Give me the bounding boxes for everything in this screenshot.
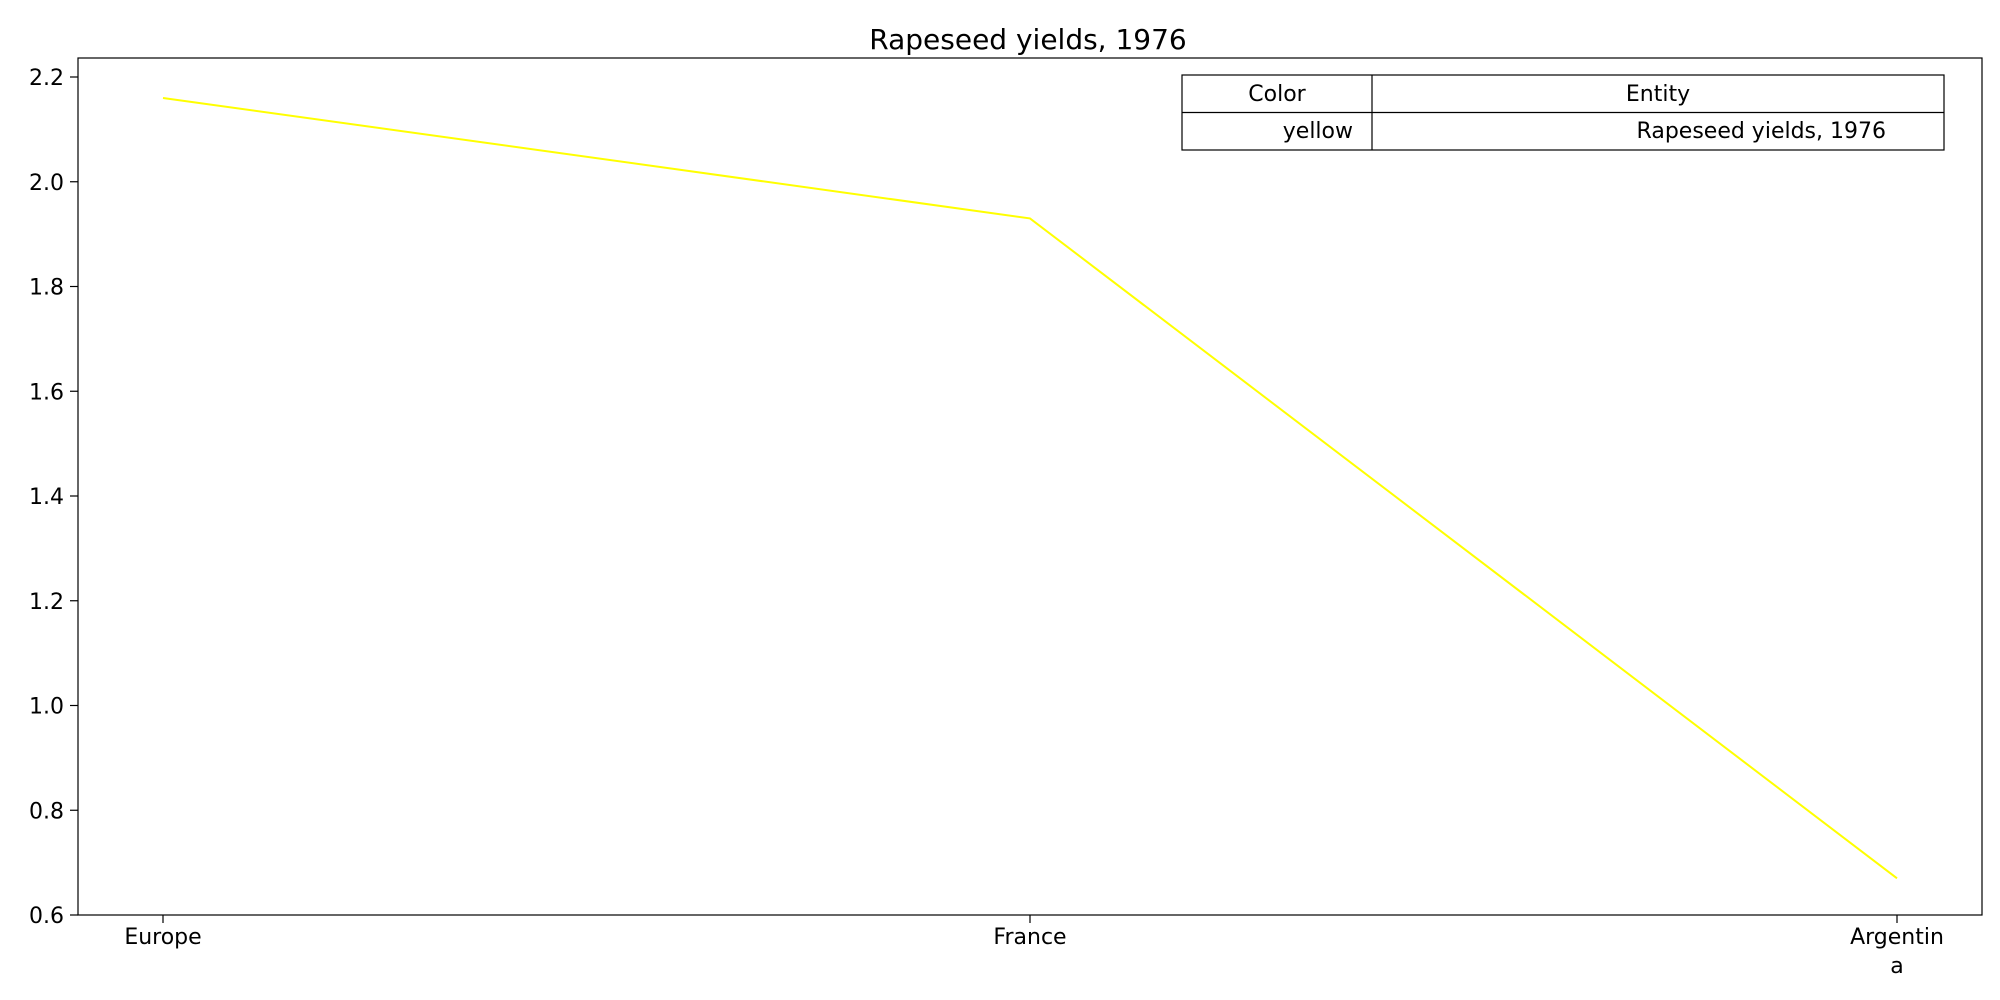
y-tick-label: 0.8 [29,799,64,824]
x-axis: Europe France Argentin a [124,915,1944,979]
y-tick-label: 1.2 [29,590,64,615]
plot-area [78,58,1982,915]
y-tick-label: 2.2 [29,66,64,91]
x-tick-label: a [1890,954,1903,979]
series-layer [163,98,1897,878]
y-tick-label: 1.0 [29,695,64,720]
chart-title: Rapeseed yields, 1976 [869,23,1187,56]
legend-header-entity: Entity [1626,82,1690,107]
x-tick-label: France [993,925,1066,950]
legend-header-color: Color [1248,82,1306,107]
y-tick-label: 0.6 [29,904,64,929]
legend-cell-entity: Rapeseed yields, 1976 [1637,119,1886,144]
y-tick-label: 2.0 [29,171,64,196]
y-tick-label: 1.4 [29,485,64,510]
legend-cell-color: yellow [1283,119,1353,144]
x-tick-label: Europe [124,925,201,950]
y-tick-label: 1.6 [29,380,64,405]
series-line [163,98,1897,878]
y-axis: 0.6 0.8 1.0 1.2 1.4 1.6 1.8 2.0 2.2 [29,66,78,929]
y-tick-label: 1.8 [29,276,64,301]
legend-table: Color Entity yellow Rapeseed yields, 197… [1182,75,1944,150]
x-tick-label: Argentin [1850,925,1944,950]
